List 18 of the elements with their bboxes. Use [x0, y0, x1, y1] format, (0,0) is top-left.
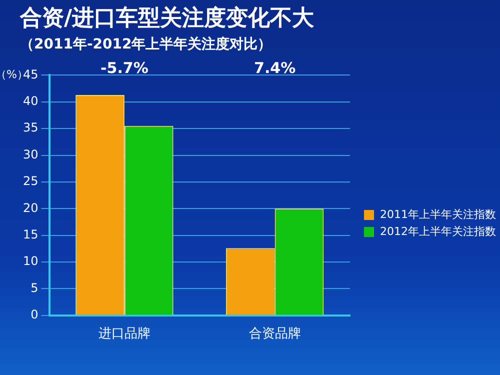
y-tick-label: 0 — [30, 308, 38, 322]
legend-label: 2012年上半年关注指数 — [380, 224, 496, 240]
y-tick-label: 10 — [22, 254, 38, 268]
y-tick-label: 25 — [22, 174, 38, 188]
chart-title: 合资/进口车型关注度变化不大 — [19, 4, 316, 31]
x-tick-label: 进口品牌 — [98, 326, 150, 342]
y-tick-label: 35 — [22, 120, 38, 135]
x-tick-label: 合资品牌 — [248, 326, 301, 342]
legend-label: 2011年上半年关注指数 — [380, 207, 496, 223]
annotation: -5.7% — [100, 59, 148, 78]
y-tick-label: 40 — [22, 94, 38, 108]
y-tick-label: 45 — [22, 67, 38, 82]
y-tick-label: 5 — [30, 280, 38, 295]
y-tick-label: 20 — [22, 200, 38, 215]
y-tick-label: 15 — [22, 227, 38, 242]
annotation: 7.4% — [254, 59, 296, 78]
chart-subtitle: （2011年-2012年上半年关注度对比） — [20, 35, 272, 52]
y-tick-label: 30 — [22, 147, 38, 162]
